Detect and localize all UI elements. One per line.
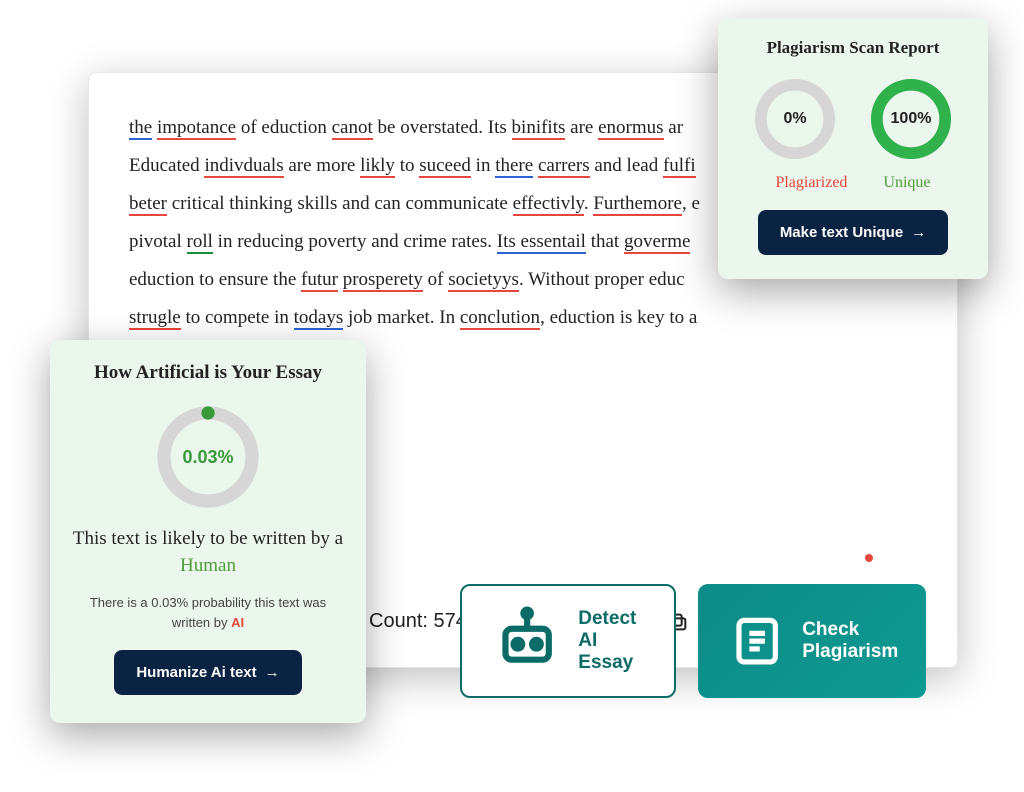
ai-detection-card: How Artificial is Your Essay 0.03% This … bbox=[50, 340, 366, 723]
text-fragment: ar bbox=[664, 117, 684, 138]
text-fragment: are bbox=[565, 117, 598, 138]
ai-card-title: How Artificial is Your Essay bbox=[72, 362, 344, 384]
flagged-word[interactable]: fulfi bbox=[663, 155, 696, 178]
plagiarized-label: Plagiarized bbox=[775, 174, 847, 192]
notification-dot-icon bbox=[865, 554, 873, 562]
text-fragment: to bbox=[395, 155, 419, 176]
text-fragment: pivotal bbox=[129, 231, 187, 252]
unique-label: Unique bbox=[883, 174, 930, 192]
make-unique-label: Make text Unique bbox=[780, 224, 903, 241]
plag-labels-row: Plagiarized Unique bbox=[736, 174, 970, 192]
flagged-word[interactable]: canot bbox=[332, 117, 373, 140]
flagged-word[interactable]: enormus bbox=[598, 117, 663, 140]
text-fragment: are more bbox=[284, 155, 360, 176]
arrow-right-icon: → bbox=[911, 224, 926, 241]
flagged-word[interactable]: the bbox=[129, 117, 152, 140]
flagged-word[interactable]: societyys bbox=[448, 269, 519, 292]
ai-verdict-prefix: This text is likely to be written by a bbox=[73, 528, 343, 549]
flagged-word[interactable]: strugle bbox=[129, 307, 181, 330]
flagged-word[interactable]: Furthemore bbox=[593, 193, 682, 216]
check-plagiarism-label: Check Plagiarism bbox=[802, 619, 898, 663]
text-fragment: of eduction bbox=[236, 117, 332, 138]
flagged-word[interactable]: binifits bbox=[512, 117, 566, 140]
plag-percent: 0% bbox=[750, 74, 840, 164]
flagged-word[interactable]: futur bbox=[301, 269, 338, 292]
text-fragment: in reducing poverty and crime rates. bbox=[213, 231, 497, 252]
text-fragment: critical thinking skills and can communi… bbox=[167, 193, 513, 214]
word-count: Count: 574 bbox=[369, 610, 467, 633]
ai-verdict-text: This text is likely to be written by a H… bbox=[72, 526, 344, 579]
text-fragment: , eduction is key to a bbox=[540, 307, 697, 328]
detect-ai-label: Detect AI Essay bbox=[578, 608, 646, 674]
make-unique-button[interactable]: Make text Unique → bbox=[758, 210, 948, 255]
robot-icon bbox=[490, 604, 564, 678]
humanize-button[interactable]: Humanize Ai text → bbox=[114, 650, 301, 695]
text-fragment: . bbox=[584, 193, 594, 214]
unique-percent: 100% bbox=[866, 74, 956, 164]
unique-ring: 100% bbox=[866, 74, 956, 164]
flagged-word[interactable]: suceed bbox=[419, 155, 471, 178]
flagged-word[interactable]: beter bbox=[129, 193, 167, 216]
check-plagiarism-button[interactable]: Check Plagiarism bbox=[698, 584, 926, 698]
text-fragment: . Without proper educ bbox=[519, 269, 685, 290]
arrow-right-icon: → bbox=[265, 664, 280, 681]
flagged-word[interactable]: prosperety bbox=[343, 269, 423, 292]
text-fragment: Educated bbox=[129, 155, 204, 176]
text-fragment: and lead bbox=[590, 155, 663, 176]
text-fragment: , e bbox=[682, 193, 700, 214]
text-fragment: job market. In bbox=[343, 307, 460, 328]
ai-score-value: 0.03% bbox=[153, 402, 263, 512]
document-icon bbox=[726, 610, 788, 672]
plagiarism-report-card: Plagiarism Scan Report 0% 100% Plagiariz… bbox=[718, 18, 988, 279]
ai-probability-prefix: There is a 0.03% probability this text w… bbox=[90, 595, 326, 630]
flagged-word[interactable]: effectivly bbox=[513, 193, 584, 216]
flagged-word[interactable]: impotance bbox=[157, 117, 236, 140]
flagged-word[interactable]: carrers bbox=[538, 155, 590, 178]
detect-ai-button[interactable]: Detect AI Essay bbox=[460, 584, 676, 698]
plag-ring: 0% bbox=[750, 74, 840, 164]
ai-score-ring: 0.03% bbox=[153, 402, 263, 512]
flagged-word[interactable]: indivduals bbox=[204, 155, 283, 178]
plag-rings-row: 0% 100% bbox=[736, 74, 970, 164]
text-fragment: eduction to ensure the bbox=[129, 269, 301, 290]
ai-probability-text: There is a 0.03% probability this text w… bbox=[72, 593, 344, 632]
text-fragment: of bbox=[423, 269, 448, 290]
flagged-word[interactable]: todays bbox=[294, 307, 344, 330]
flagged-word[interactable]: likly bbox=[360, 155, 395, 178]
action-buttons-row: Detect AI Essay Check Plagiarism bbox=[460, 584, 926, 698]
text-fragment: in bbox=[471, 155, 495, 176]
plag-card-title: Plagiarism Scan Report bbox=[736, 38, 970, 58]
flagged-word[interactable]: Its essentail bbox=[497, 231, 586, 254]
text-fragment bbox=[338, 269, 343, 290]
text-fragment: that bbox=[586, 231, 624, 252]
ai-verdict-human: Human bbox=[180, 555, 236, 576]
text-fragment: to compete in bbox=[181, 307, 294, 328]
flagged-word[interactable]: roll bbox=[187, 231, 213, 254]
ai-word: AI bbox=[231, 615, 244, 630]
flagged-word[interactable]: there bbox=[495, 155, 533, 178]
flagged-word[interactable]: conclution bbox=[460, 307, 540, 330]
flagged-word[interactable]: goverme bbox=[624, 231, 690, 254]
humanize-label: Humanize Ai text bbox=[136, 664, 256, 681]
text-fragment: be overstated. Its bbox=[373, 117, 512, 138]
